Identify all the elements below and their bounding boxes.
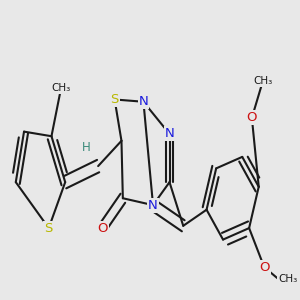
Text: O: O: [247, 111, 257, 124]
Text: O: O: [259, 261, 269, 274]
Text: S: S: [110, 93, 119, 106]
Text: O: O: [97, 222, 107, 235]
Text: N: N: [148, 199, 158, 212]
Text: CH₃: CH₃: [52, 83, 71, 93]
Text: H: H: [81, 141, 90, 154]
Text: N: N: [139, 95, 148, 108]
Text: CH₃: CH₃: [253, 76, 272, 86]
Text: S: S: [44, 222, 53, 235]
Text: N: N: [165, 128, 174, 140]
Text: CH₃: CH₃: [278, 274, 297, 284]
